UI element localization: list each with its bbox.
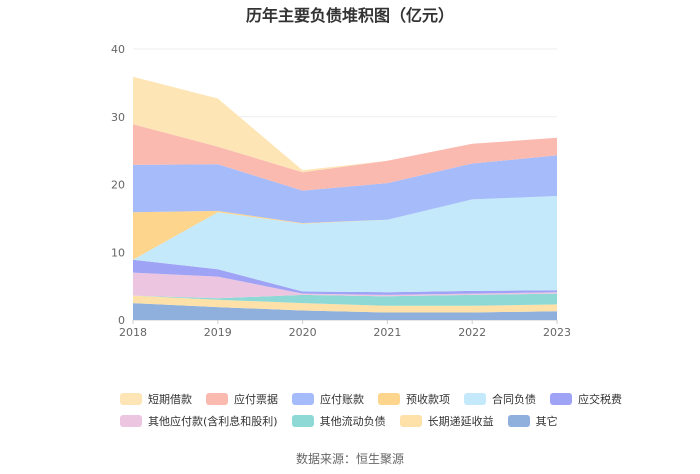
- area-series-应付票据: [133, 124, 557, 191]
- y-tick-label: 10: [111, 246, 125, 259]
- legend-item[interactable]: 预收款项: [378, 391, 450, 407]
- area-series-layer: [133, 76, 557, 320]
- legend-item[interactable]: 长期递延收益: [399, 413, 494, 429]
- legend-label: 其它: [535, 415, 558, 428]
- area-series-短期借款: [133, 76, 557, 173]
- legend-item[interactable]: 应付账款: [292, 391, 364, 407]
- legend-label: 长期递延收益: [427, 415, 494, 428]
- legend-swatch: [550, 393, 572, 405]
- legend-swatch: [464, 393, 486, 405]
- area-series-应交税费: [133, 259, 557, 295]
- legend-label: 应交税费: [578, 393, 622, 406]
- legend-swatch: [206, 393, 228, 405]
- legend-item[interactable]: 应交税费: [550, 391, 622, 407]
- legend-swatch: [292, 393, 314, 405]
- x-tick-label: 2018: [119, 326, 147, 339]
- legend-item[interactable]: 其他流动负债: [291, 413, 386, 429]
- area-series-应付账款: [133, 155, 557, 224]
- legend-swatch: [120, 393, 142, 405]
- x-tick-label: 2019: [204, 326, 232, 339]
- legend-swatch: [120, 415, 142, 427]
- legend-label: 预收款项: [406, 393, 450, 406]
- area-series-其他应付款(含利息和股利): [133, 272, 557, 299]
- area-series-其它: [133, 303, 557, 320]
- legend-label: 其他流动负债: [319, 415, 386, 428]
- legend-swatch: [399, 415, 422, 427]
- x-tick-label: 2021: [373, 326, 401, 339]
- y-tick-label: 40: [111, 43, 125, 56]
- legend-item[interactable]: 其他应付款(含利息和股利): [120, 413, 278, 429]
- legend-swatch: [291, 415, 314, 427]
- legend-label: 合同负债: [492, 393, 536, 406]
- legend-label: 应付票据: [234, 393, 278, 406]
- legend-row: 其他应付款(含利息和股利) 其他流动负债 长期递延收益 其它: [120, 410, 590, 432]
- y-tick-label: 0: [118, 314, 125, 327]
- x-tick-label: 2022: [458, 326, 486, 339]
- legend-item[interactable]: 其它: [507, 413, 558, 429]
- legend-item[interactable]: 短期借款: [120, 391, 192, 407]
- area-series-其他流动负债: [133, 293, 557, 306]
- legend-item[interactable]: 合同负债: [464, 391, 536, 407]
- chart-legend: 短期借款 应付票据 应付账款 预收款项 合同负债 应交税费 其他应付款(含利息和股利) 其他…: [120, 388, 622, 432]
- legend-swatch: [507, 415, 530, 427]
- x-tick-label: 2023: [543, 326, 571, 339]
- legend-label: 应付账款: [320, 393, 364, 406]
- legend-label: 短期借款: [148, 393, 192, 406]
- area-series-长期递延收益: [133, 295, 557, 313]
- x-tick-label: 2020: [289, 326, 317, 339]
- axis-layer: 0 10 20 30 40 2018 2019 2020 2021 2022 2023: [111, 43, 571, 339]
- y-tick-label: 30: [111, 111, 125, 124]
- legend-row: 短期借款 应付票据 应付账款 预收款项 合同负债 应交税费: [120, 388, 622, 410]
- legend-label: 其他应付款(含利息和股利): [148, 415, 278, 428]
- y-tick-label: 20: [111, 179, 125, 192]
- legend-item[interactable]: 应付票据: [206, 391, 278, 407]
- legend-swatch: [378, 393, 400, 405]
- data-source-note: 数据来源：恒生聚源: [295, 452, 404, 466]
- area-series-合同负债: [133, 196, 557, 293]
- chart-title: 历年主要负债堆积图（亿元）: [245, 6, 454, 25]
